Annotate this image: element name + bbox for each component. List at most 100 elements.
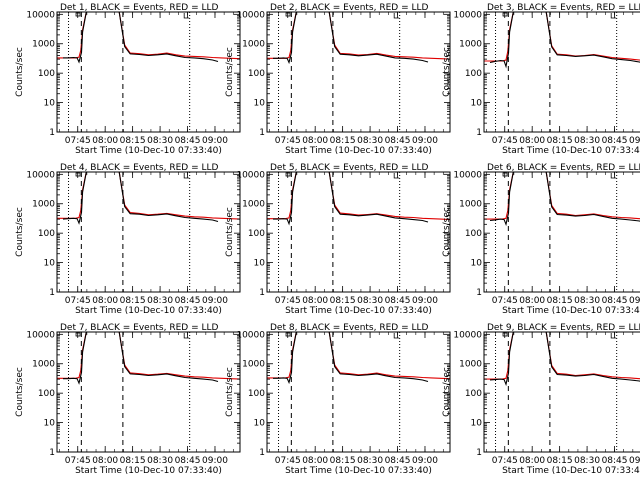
x-tick-label: 07:45 <box>65 456 91 466</box>
x-tick-label: 08:15 <box>120 456 146 466</box>
y-axis-label: Counts/sec <box>225 47 235 97</box>
x-tick-label: 08:00 <box>519 136 545 146</box>
x-tick-label: 08:00 <box>519 296 545 306</box>
x-tick-label: 09:00 <box>629 136 640 146</box>
series-events <box>489 172 640 227</box>
x-axis-label: Start Time (10-Dec-10 07:33:40) <box>285 146 432 156</box>
x-tick-label: 09:00 <box>202 456 228 466</box>
flag-corner-right <box>610 173 617 179</box>
y-tick-label: 1000 <box>242 360 265 370</box>
x-tick-label: 08:15 <box>547 296 573 306</box>
y-tick-label: 1000 <box>459 40 482 50</box>
plot-frame <box>56 171 241 293</box>
y-axis-label: Counts/sec <box>15 47 25 97</box>
x-tick-label: 08:00 <box>302 136 328 146</box>
chart-title: Det 5, BLACK = Events, RED = LLD <box>270 163 429 173</box>
x-axis-label: Start Time (10-Dec-10 07:33:40) <box>75 146 222 156</box>
x-tick-label: 08:15 <box>120 296 146 306</box>
y-tick-label: 10000 <box>236 10 265 20</box>
x-tick-label: 08:45 <box>602 296 628 306</box>
x-tick-label: 09:00 <box>629 456 640 466</box>
x-axis-label: Start Time (10-Dec-10 07:33:40) <box>502 146 640 156</box>
chart-title: Det 1, BLACK = Events, RED = LLD <box>60 3 219 13</box>
flag-corner-right <box>393 333 400 339</box>
chart-panel-1: Det 1, BLACK = Events, RED = LLD 1 10 100 10… <box>15 3 241 156</box>
x-tick-label: 07:45 <box>65 136 91 146</box>
y-tick-label: 10000 <box>236 330 265 340</box>
x-tick-label: 08:45 <box>602 456 628 466</box>
y-tick-label: 10000 <box>26 170 55 180</box>
y-tick-label: 10000 <box>453 330 482 340</box>
x-tick-label: 08:00 <box>92 296 118 306</box>
x-tick-label: 07:45 <box>275 456 301 466</box>
flag-corner-right <box>610 333 617 339</box>
flag-corner-right <box>393 13 400 19</box>
x-tick-label: 07:45 <box>275 296 301 306</box>
y-tick-label: 100 <box>465 229 482 239</box>
y-tick-label: 1 <box>476 448 482 458</box>
chart-panel-6: Det 6, BLACK = Events, RED = LLD 1 10 100 10… <box>442 163 640 316</box>
plot-frame <box>483 331 640 453</box>
y-tick-label: 100 <box>38 389 55 399</box>
y-tick-label: 10 <box>471 99 483 109</box>
chart-title: Det 6, BLACK = Events, RED = LLD <box>487 163 640 173</box>
y-axis-label: Counts/sec <box>225 367 235 417</box>
chart-title: Det 2, BLACK = Events, RED = LLD <box>270 3 429 13</box>
series-events <box>273 12 429 65</box>
y-tick-label: 10000 <box>453 10 482 20</box>
x-tick-label: 09:00 <box>202 296 228 306</box>
y-tick-label: 1000 <box>32 360 55 370</box>
x-axis-label: Start Time (10-Dec-10 07:33:40) <box>502 306 640 316</box>
y-tick-label: 10 <box>254 99 266 109</box>
x-tick-label: 08:45 <box>385 456 411 466</box>
series-events <box>489 332 640 387</box>
y-tick-label: 100 <box>465 69 482 79</box>
x-tick-label: 09:00 <box>412 456 438 466</box>
plot-frame <box>266 331 451 453</box>
x-tick-label: 07:45 <box>65 296 91 306</box>
chart-panel-7: Det 7, BLACK = Events, RED = LLD 1 10 100 10… <box>15 323 241 476</box>
y-tick-label: 10 <box>471 259 483 269</box>
x-tick-label: 08:30 <box>357 456 383 466</box>
y-tick-label: 100 <box>248 69 265 79</box>
x-tick-label: 07:45 <box>492 136 518 146</box>
y-tick-label: 10000 <box>26 330 55 340</box>
x-axis-label: Start Time (10-Dec-10 07:33:40) <box>285 306 432 316</box>
series-events <box>62 172 219 225</box>
y-tick-label: 10 <box>471 419 483 429</box>
series-events <box>489 12 640 69</box>
y-tick-label: 10 <box>254 419 266 429</box>
flag-corner-right <box>183 333 190 339</box>
x-axis-label: Start Time (10-Dec-10 07:33:40) <box>502 466 640 476</box>
chart-panel-3: Det 3, BLACK = Events, RED = LLD 1 10 100 10… <box>442 3 640 156</box>
y-tick-label: 1 <box>49 448 55 458</box>
chart-panel-9: Det 9, BLACK = Events, RED = LLD 1 10 100 10… <box>442 323 640 476</box>
y-tick-label: 1 <box>259 288 265 298</box>
chart-panel-5: Det 5, BLACK = Events, RED = LLD 1 10 100 10… <box>225 163 451 316</box>
chart-panel-4: Det 4, BLACK = Events, RED = LLD 1 10 100 10… <box>15 163 241 316</box>
x-tick-label: 08:45 <box>385 296 411 306</box>
x-tick-label: 08:45 <box>175 296 201 306</box>
y-tick-label: 1 <box>49 128 55 138</box>
x-tick-label: 08:30 <box>357 296 383 306</box>
y-tick-label: 1000 <box>459 200 482 210</box>
y-tick-label: 1 <box>476 128 482 138</box>
series-events <box>63 332 219 385</box>
series-lld <box>484 332 640 380</box>
x-tick-label: 08:15 <box>120 136 146 146</box>
y-tick-label: 10 <box>44 419 56 429</box>
x-tick-label: 08:00 <box>519 456 545 466</box>
plot-frame <box>56 11 241 133</box>
x-tick-label: 08:15 <box>330 136 356 146</box>
series-events <box>63 12 219 64</box>
flag-corner-right <box>393 173 400 179</box>
y-axis-label: Counts/sec <box>225 207 235 257</box>
y-tick-label: 1000 <box>32 40 55 50</box>
x-tick-label: 08:45 <box>602 136 628 146</box>
x-tick-label: 08:15 <box>547 456 573 466</box>
x-axis-label: Start Time (10-Dec-10 07:33:40) <box>75 306 222 316</box>
chart-title: Det 8, BLACK = Events, RED = LLD <box>270 323 429 333</box>
y-tick-label: 1000 <box>32 200 55 210</box>
x-tick-label: 08:00 <box>92 456 118 466</box>
x-axis-label: Start Time (10-Dec-10 07:33:40) <box>285 466 432 476</box>
